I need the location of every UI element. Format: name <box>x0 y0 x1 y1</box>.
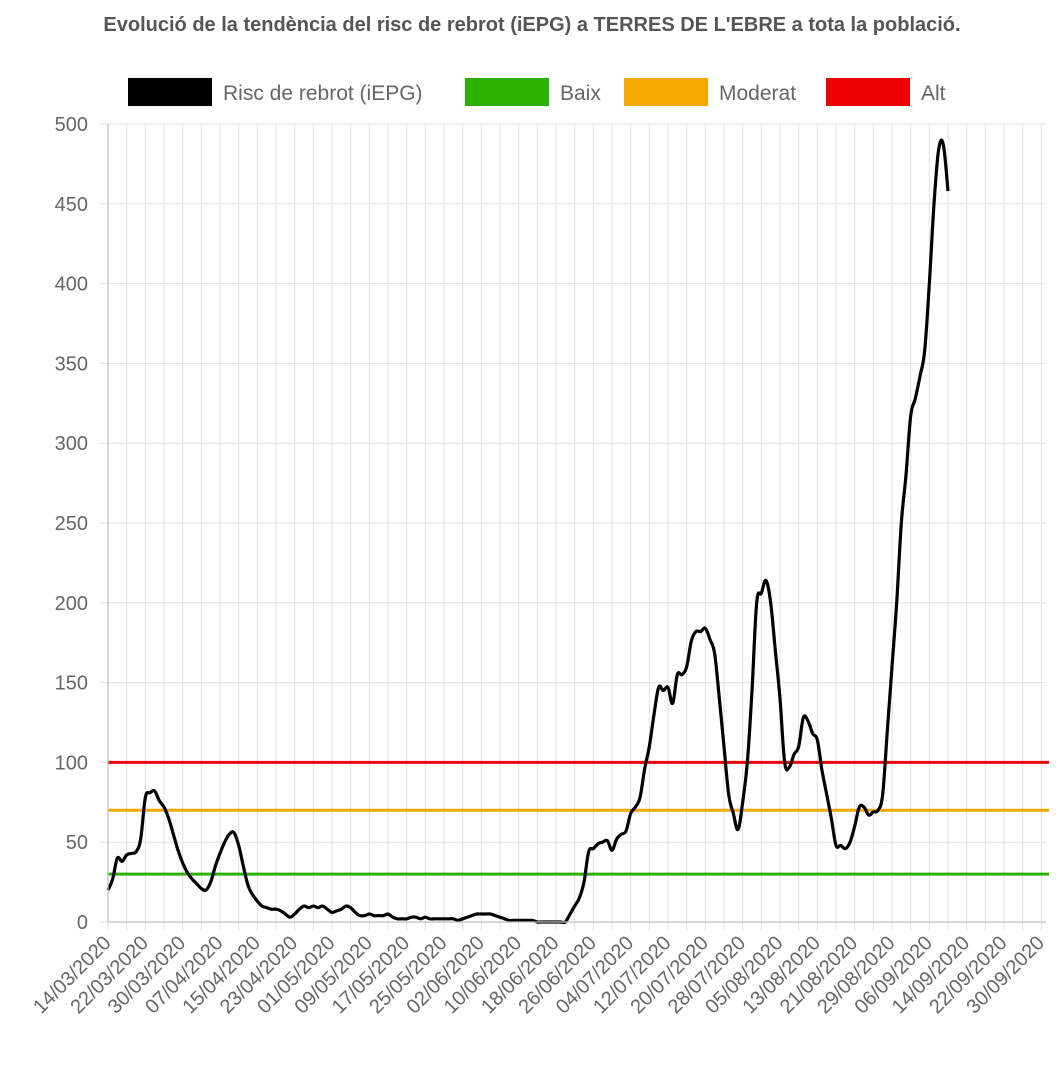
legend-label: Baix <box>560 82 601 105</box>
legend: Risc de rebrot (iEPG) Baix Moderat Alt <box>128 78 946 106</box>
axes <box>107 124 1046 923</box>
legend-swatch <box>826 78 910 106</box>
chart-title: Evolució de la tendència del risc de reb… <box>103 14 961 36</box>
y-tick-label: 200 <box>55 593 88 615</box>
legend-label: Alt <box>921 82 946 105</box>
y-tick-label: 450 <box>55 194 88 216</box>
y-tick-label: 400 <box>55 274 88 296</box>
grid-lines <box>100 123 1046 930</box>
y-tick-label: 100 <box>55 752 88 774</box>
y-tick-label: 150 <box>55 673 88 695</box>
y-tick-labels: 0 50 100 150 200 250 300 350 400 450 500 <box>55 114 88 934</box>
y-tick-label: 300 <box>55 433 88 455</box>
y-tick-label: 0 <box>77 912 88 934</box>
series-line-iepg <box>106 138 950 925</box>
legend-swatch <box>465 78 549 106</box>
series-line <box>106 138 950 925</box>
legend-swatch <box>624 78 708 106</box>
x-tick-labels: 14/03/202022/03/202030/03/202007/04/2020… <box>29 932 1049 1018</box>
legend-label: Moderat <box>719 82 796 105</box>
legend-swatch <box>128 78 212 106</box>
y-tick-label: 350 <box>55 353 88 375</box>
y-tick-label: 50 <box>66 832 88 854</box>
y-tick-label: 250 <box>55 513 88 535</box>
legend-label: Risc de rebrot (iEPG) <box>223 82 423 105</box>
threshold-lines <box>108 760 1049 876</box>
y-tick-label: 500 <box>55 114 88 136</box>
